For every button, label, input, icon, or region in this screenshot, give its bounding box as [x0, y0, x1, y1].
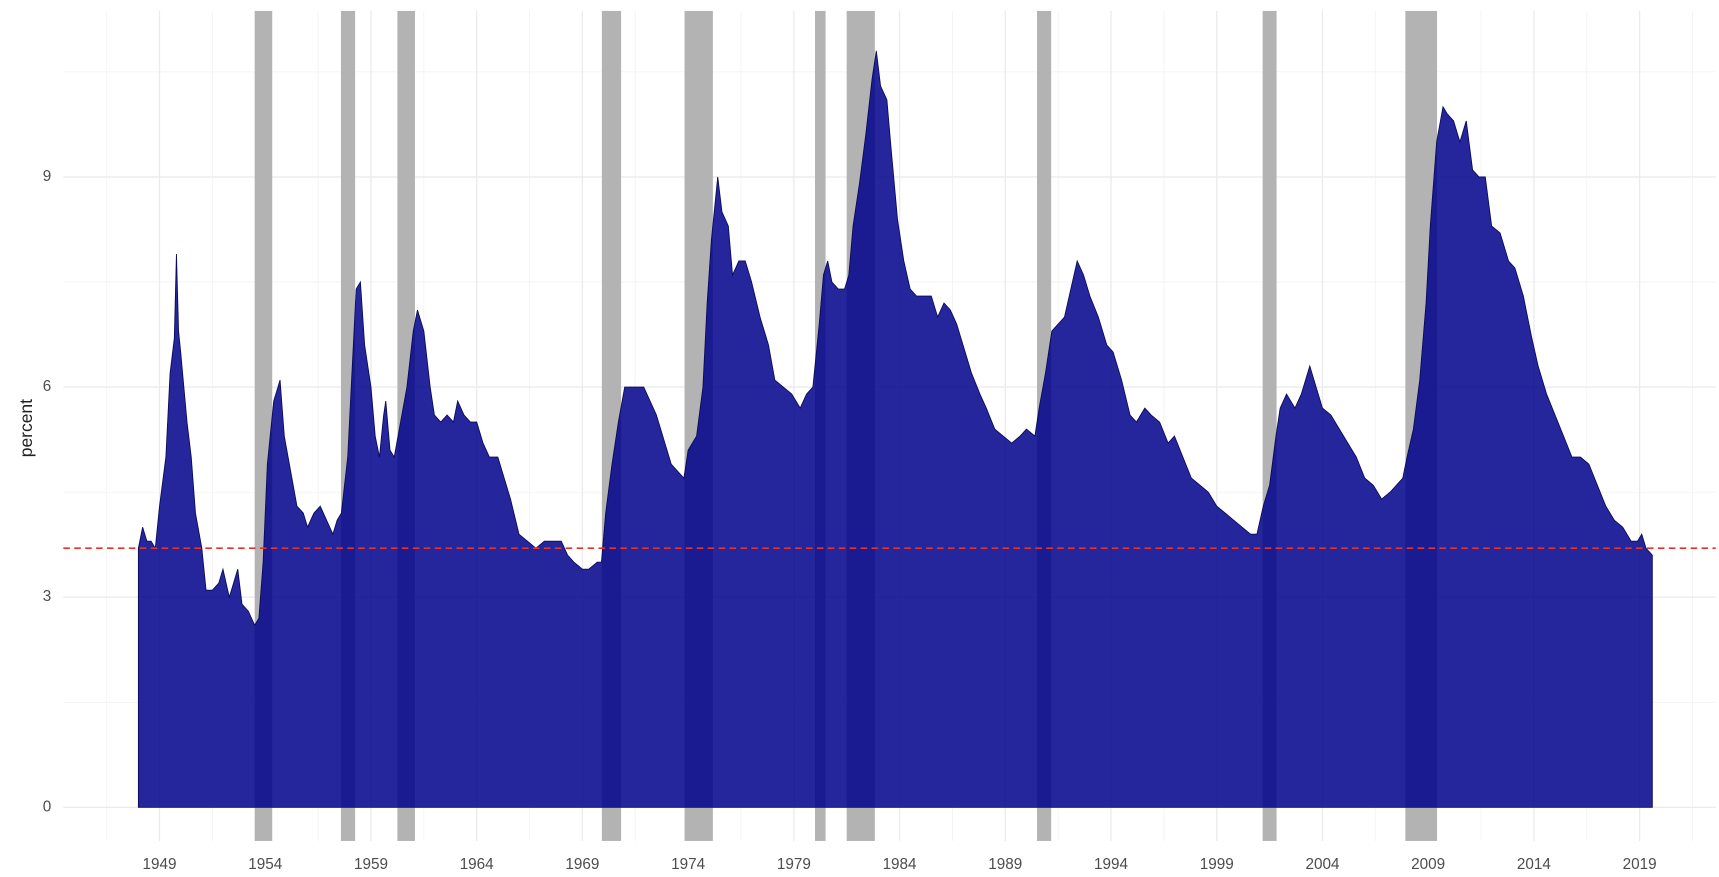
y-tick-label: 3 — [43, 588, 52, 605]
x-tick-label: 1964 — [460, 856, 494, 873]
y-tick-label: 6 — [43, 378, 52, 395]
x-tick-label: 2009 — [1411, 856, 1445, 873]
area — [137, 50, 1653, 808]
x-tick-label: 2014 — [1517, 856, 1551, 873]
x-tick-label: 2004 — [1305, 856, 1339, 873]
x-tick-label: 1989 — [988, 856, 1022, 873]
y-tick-label: 0 — [43, 798, 52, 815]
x-tick-label: 1974 — [671, 856, 705, 873]
x-tick-label: 1969 — [565, 856, 599, 873]
x-tick-label: 1954 — [248, 856, 282, 873]
x-tick-label: 2019 — [1623, 856, 1657, 873]
x-tick-label: 1979 — [777, 856, 811, 873]
x-tick-label: 1999 — [1200, 856, 1234, 873]
x-tick-label: 1984 — [883, 856, 917, 873]
x-tick-label: 1959 — [354, 856, 388, 873]
x-tick-label: 1949 — [143, 856, 177, 873]
y-tick-label: 9 — [43, 168, 52, 185]
x-tick-label: 1994 — [1094, 856, 1128, 873]
y-axis-label: percent — [16, 399, 36, 457]
